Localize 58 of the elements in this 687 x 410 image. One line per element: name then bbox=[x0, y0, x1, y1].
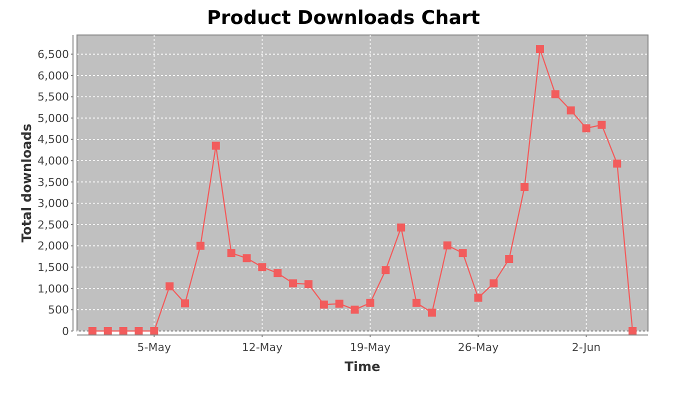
y-tick-label: 6,500 bbox=[38, 48, 69, 62]
point bbox=[335, 300, 344, 308]
point bbox=[289, 279, 298, 288]
point bbox=[536, 45, 544, 54]
point bbox=[397, 224, 406, 232]
y-tick-label: 2,000 bbox=[38, 240, 69, 253]
y-tick-label: 5,000 bbox=[38, 112, 69, 125]
point bbox=[412, 298, 421, 307]
point bbox=[181, 299, 190, 308]
chart-title: Product Downloads Chart bbox=[207, 7, 480, 29]
point bbox=[304, 280, 312, 288]
point bbox=[520, 183, 529, 192]
y-axis-title: Total downloads bbox=[20, 123, 35, 242]
point bbox=[274, 269, 282, 278]
point bbox=[242, 254, 251, 262]
point bbox=[505, 255, 514, 264]
point bbox=[428, 308, 436, 317]
x-tick-label: 26-May bbox=[458, 341, 500, 354]
y-tick-label: 1,000 bbox=[38, 282, 69, 296]
point bbox=[166, 282, 174, 290]
x-tick-label: 12-May bbox=[242, 341, 284, 354]
y-tick-label: 5,500 bbox=[38, 90, 69, 104]
y-tick-label: 2,500 bbox=[38, 218, 69, 232]
point bbox=[366, 298, 374, 307]
point bbox=[613, 160, 622, 168]
point bbox=[628, 327, 637, 335]
point bbox=[382, 266, 390, 274]
point bbox=[598, 120, 606, 129]
x-tick-label: 5-May bbox=[137, 341, 172, 354]
point bbox=[134, 327, 143, 335]
point bbox=[104, 327, 112, 335]
point bbox=[88, 327, 96, 335]
y-tick-label: 6,000 bbox=[38, 69, 69, 82]
point bbox=[443, 241, 452, 250]
point bbox=[474, 294, 482, 302]
y-tick-label: 0 bbox=[62, 324, 69, 338]
point bbox=[458, 249, 467, 258]
x-tick-label: 19-May bbox=[350, 341, 392, 354]
y-tick-label: 1,500 bbox=[38, 260, 69, 274]
point bbox=[258, 263, 266, 272]
point bbox=[320, 300, 328, 309]
y-tick-label: 3,500 bbox=[38, 176, 69, 189]
y-tick-label: 4,000 bbox=[38, 154, 69, 168]
y-tick-label: 3,000 bbox=[38, 197, 69, 210]
point bbox=[196, 242, 204, 250]
y-tick-label: 4,500 bbox=[38, 133, 69, 146]
y-tick-label: 500 bbox=[48, 304, 69, 317]
point bbox=[582, 124, 590, 132]
x-axis-title: Time bbox=[344, 360, 381, 375]
point bbox=[551, 90, 560, 98]
point bbox=[212, 142, 220, 150]
point bbox=[150, 327, 158, 335]
x-tick-label: 2-Jun bbox=[572, 341, 601, 354]
point bbox=[119, 327, 128, 335]
point bbox=[350, 306, 359, 314]
point bbox=[490, 279, 498, 288]
point bbox=[227, 249, 236, 258]
point bbox=[566, 106, 575, 114]
